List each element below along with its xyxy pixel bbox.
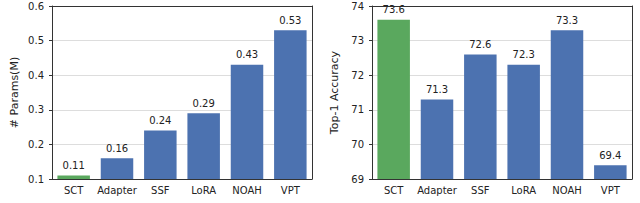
svg-text:NOAH: NOAH <box>552 185 582 196</box>
svg-text:73.6: 73.6 <box>383 4 405 15</box>
svg-text:72.3: 72.3 <box>513 49 535 60</box>
svg-text:71: 71 <box>351 104 364 115</box>
svg-text:Adapter: Adapter <box>97 185 138 196</box>
svg-text:73.3: 73.3 <box>556 15 578 26</box>
svg-text:0.16: 0.16 <box>106 143 128 154</box>
svg-text:SCT: SCT <box>384 185 404 196</box>
svg-text:69.4: 69.4 <box>599 150 621 161</box>
svg-text:74: 74 <box>351 1 364 12</box>
svg-text:0.24: 0.24 <box>149 115 171 126</box>
svg-text:0.1: 0.1 <box>28 174 44 185</box>
svg-text:VPT: VPT <box>601 185 621 196</box>
svg-text:70: 70 <box>351 139 364 150</box>
svg-text:LoRA: LoRA <box>191 185 216 196</box>
svg-text:0.4: 0.4 <box>28 70 44 81</box>
svg-text:73: 73 <box>351 35 364 46</box>
svg-text:71.3: 71.3 <box>426 84 448 95</box>
svg-text:69: 69 <box>351 174 364 185</box>
svg-text:0.3: 0.3 <box>28 104 44 115</box>
svg-text:LoRA: LoRA <box>511 185 536 196</box>
svg-text:0.11: 0.11 <box>63 160 85 171</box>
svg-text:0.6: 0.6 <box>28 1 44 12</box>
svg-text:Adapter: Adapter <box>417 185 458 196</box>
svg-text:# Params(M): # Params(M) <box>8 57 21 128</box>
svg-text:Top-1 Accuracy: Top-1 Accuracy <box>328 50 341 135</box>
svg-text:SSF: SSF <box>471 185 490 196</box>
svg-text:0.43: 0.43 <box>236 49 258 60</box>
svg-text:0.2: 0.2 <box>28 139 44 150</box>
svg-text:NOAH: NOAH <box>232 185 262 196</box>
svg-text:0.53: 0.53 <box>279 15 301 26</box>
svg-text:VPT: VPT <box>281 185 301 196</box>
svg-text:SSF: SSF <box>151 185 170 196</box>
svg-text:0.29: 0.29 <box>193 98 215 109</box>
svg-text:SCT: SCT <box>64 185 84 196</box>
svg-text:72: 72 <box>351 70 364 81</box>
svg-text:0.5: 0.5 <box>28 35 44 46</box>
svg-text:72.6: 72.6 <box>469 39 491 50</box>
